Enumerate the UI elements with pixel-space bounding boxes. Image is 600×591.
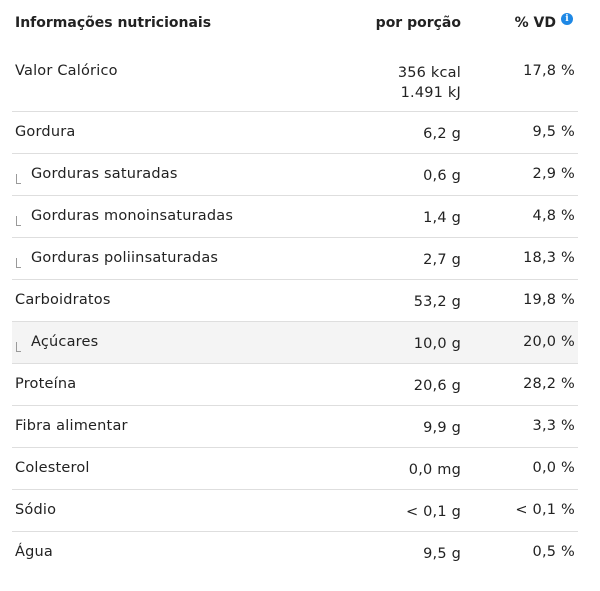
nutrient-portion: 1,4 g <box>423 210 461 226</box>
nutrient-name: Proteína <box>15 376 77 392</box>
table-row: Carboidratos 53,2 g 19,8 % <box>12 280 578 322</box>
nutrient-name: Açúcares <box>31 334 99 350</box>
nutrient-name: Água <box>15 544 53 560</box>
nutrient-portion: 356 kcal 1.491 kJ <box>398 63 461 103</box>
nutrient-vd: 19,8 % <box>523 292 575 308</box>
nutrient-name: Valor Calórico <box>15 63 118 79</box>
info-icon[interactable]: i <box>561 13 573 25</box>
nutrient-portion: 9,5 g <box>423 546 461 562</box>
nutrient-vd: 17,8 % <box>523 63 575 79</box>
nutrient-name: Sódio <box>15 502 57 518</box>
nutrient-name: Gorduras monoinsaturadas <box>31 208 234 224</box>
header-name: Informações nutricionais <box>15 15 212 31</box>
nutrient-name: Fibra alimentar <box>15 418 128 434</box>
table-row: Açúcares 10,0 g 20,0 % <box>12 322 578 364</box>
sub-item-marker <box>16 216 21 226</box>
nutrient-vd: 28,2 % <box>523 376 575 392</box>
nutrient-name: Colesterol <box>15 460 90 476</box>
nutrition-table: Informações nutricionais por porção % VD… <box>12 0 578 573</box>
nutrient-portion: 6,2 g <box>423 126 461 142</box>
nutrient-vd: 0,5 % <box>532 544 575 560</box>
nutrient-name: Carboidratos <box>15 292 111 308</box>
nutrient-portion: < 0,1 g <box>405 504 461 520</box>
nutrient-vd: 2,9 % <box>532 166 575 182</box>
portion-kj: 1.491 kJ <box>400 85 461 101</box>
nutrient-vd: 20,0 % <box>523 334 575 350</box>
nutrient-vd: 18,3 % <box>523 250 575 266</box>
nutrient-portion: 0,0 mg <box>408 462 461 478</box>
table-row: Gorduras saturadas 0,6 g 2,9 % <box>12 154 578 196</box>
nutrient-portion: 0,6 g <box>423 168 461 184</box>
sub-item-marker <box>16 174 21 184</box>
nutrient-vd: 9,5 % <box>532 124 575 140</box>
table-row: Gorduras poliinsaturadas 2,7 g 18,3 % <box>12 238 578 280</box>
table-row: Gordura 6,2 g 9,5 % <box>12 112 578 154</box>
sub-item-marker <box>16 258 21 268</box>
nutrient-portion: 10,0 g <box>413 336 461 352</box>
nutrient-vd: 4,8 % <box>532 208 575 224</box>
table-row: Água 9,5 g 0,5 % <box>12 532 578 573</box>
table-row: Gorduras monoinsaturadas 1,4 g 4,8 % <box>12 196 578 238</box>
nutrient-vd: 3,3 % <box>532 418 575 434</box>
table-row: Proteína 20,6 g 28,2 % <box>12 364 578 406</box>
sub-item-marker <box>16 342 21 352</box>
nutrient-portion: 9,9 g <box>423 420 461 436</box>
nutrient-vd: 0,0 % <box>532 460 575 476</box>
table-row: Sódio < 0,1 g < 0,1 % <box>12 490 578 532</box>
nutrient-name: Gordura <box>15 124 76 140</box>
nutrient-portion: 20,6 g <box>413 378 461 394</box>
table-row: Fibra alimentar 9,9 g 3,3 % <box>12 406 578 448</box>
nutrient-portion: 2,7 g <box>423 252 461 268</box>
portion-kcal: 356 kcal <box>397 65 461 81</box>
header-vd: % VD <box>514 15 556 31</box>
nutrition-header: Informações nutricionais por porção % VD… <box>12 0 578 48</box>
nutrient-name: Gorduras poliinsaturadas <box>31 250 219 266</box>
nutrient-name: Gorduras saturadas <box>31 166 178 182</box>
nutrient-vd: < 0,1 % <box>515 502 575 518</box>
header-portion: por porção <box>375 15 461 31</box>
nutrient-portion: 53,2 g <box>413 294 461 310</box>
table-row: Colesterol 0,0 mg 0,0 % <box>12 448 578 490</box>
table-row: Valor Calórico 356 kcal 1.491 kJ 17,8 % <box>12 48 578 112</box>
